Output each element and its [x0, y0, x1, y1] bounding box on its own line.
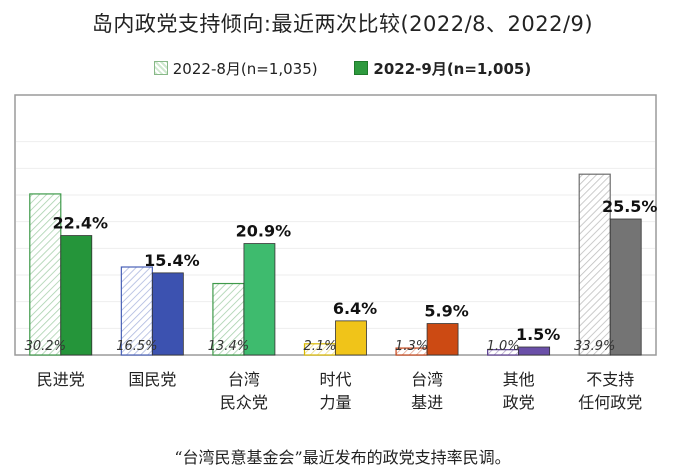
legend-label-sep: 2022-9月(n=1,005) — [373, 60, 532, 78]
value-label-aug-2: 13.4% — [208, 339, 249, 354]
value-label-aug-0: 30.2% — [25, 339, 66, 354]
x-tick-label: 力量 — [319, 393, 351, 412]
bar-aug-0 — [29, 193, 62, 356]
value-label-aug-4: 1.3% — [395, 339, 428, 354]
chart-legend: 2022-8月(n=1,035) 2022-9月(n=1,005) — [0, 58, 685, 79]
x-tick-label: 台湾 — [411, 370, 443, 389]
bar-sep-5 — [518, 346, 551, 356]
bar-sep-4 — [426, 323, 459, 356]
caption: “台湾民意基金会”最近发布的政党支持率民调。 — [174, 448, 511, 467]
gridlines — [16, 141, 655, 329]
value-label-sep-2: 20.9% — [236, 222, 292, 241]
x-tick-label: 基进 — [411, 393, 443, 412]
value-label-sep-6: 25.5% — [602, 197, 658, 216]
value-label-sep-3: 6.4% — [333, 299, 377, 318]
x-tick-label: 任何政党 — [578, 393, 642, 412]
legend-item-aug: 2022-8月(n=1,035) — [153, 58, 318, 79]
x-tick-label: 民众党 — [220, 393, 268, 412]
value-label-aug-1: 16.5% — [116, 339, 157, 354]
x-tick-label: 国民党 — [128, 370, 176, 389]
bars — [29, 173, 642, 356]
value-label-aug-6: 33.9% — [574, 339, 615, 354]
value-label-sep-4: 5.9% — [424, 302, 468, 321]
value-labels: 30.2% 22.4% 16.5% 15.4% 13.4% 20.9% 2.1% 6.4% 1.… — [25, 197, 658, 354]
x-tick-label: 不支持 — [586, 370, 634, 389]
legend-label-aug: 2022-8月(n=1,035) — [172, 60, 318, 78]
bar-sep-1 — [151, 272, 184, 356]
chart-title: 岛内政党支持倾向:最近两次比较(2022/8、2022/9) — [91, 12, 594, 36]
bar-sep-6 — [609, 218, 642, 356]
value-label-aug-5: 1.0% — [487, 339, 520, 354]
bar-aug-1 — [120, 266, 153, 356]
value-label-sep-0: 22.4% — [53, 214, 109, 233]
legend-item-sep: 2022-9月(n=1,005) — [354, 58, 531, 79]
value-label-sep-5: 1.5% — [516, 325, 560, 344]
x-tick-label: 民进党 — [37, 370, 85, 389]
x-tick-label: 时代 — [319, 370, 351, 389]
legend-swatch-sep — [354, 61, 369, 75]
bar-sep-0 — [60, 235, 93, 356]
bar-aug-6 — [578, 173, 611, 356]
legend-swatch-aug — [153, 61, 168, 75]
value-label-aug-3: 2.1% — [303, 339, 336, 354]
bar-sep-3 — [335, 320, 367, 356]
x-tick-label: 政党 — [503, 393, 535, 412]
bar-aug-2 — [212, 282, 245, 356]
bar-sep-2 — [243, 243, 276, 356]
bar-chart: 30.2% 22.4% 16.5% 15.4% 13.4% 20.9% 2.1% 6.4% 1.… — [14, 94, 658, 412]
x-tick-label: 台湾 — [228, 370, 260, 389]
value-label-sep-1: 15.4% — [144, 251, 200, 270]
x-tick-label: 其他 — [503, 370, 535, 389]
